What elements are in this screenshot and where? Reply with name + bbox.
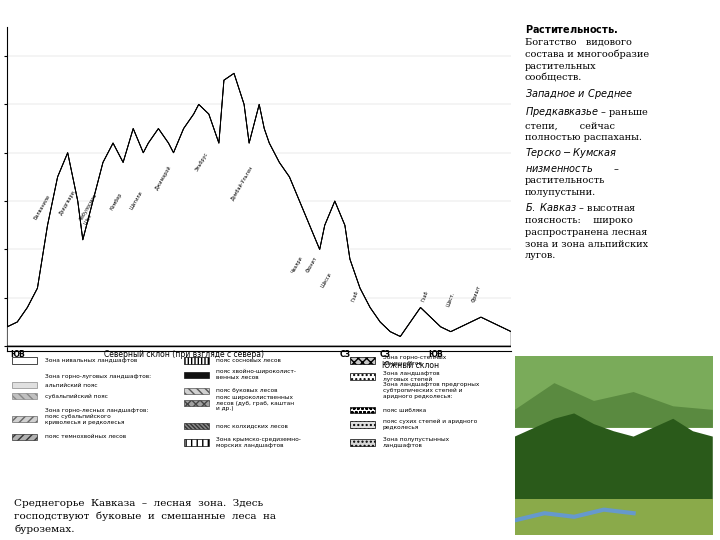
- Text: Зона нивальных ландшафтов: Зона нивальных ландшафтов: [45, 358, 138, 363]
- Text: Чвалри: Чвалри: [290, 255, 304, 274]
- Text: пояс сухих степей и аридного
редколесья: пояс сухих степей и аридного редколесья: [383, 419, 477, 430]
- Text: пояс буковых лесов: пояс буковых лесов: [216, 388, 278, 393]
- Text: альпийский пояс: альпийский пояс: [45, 383, 97, 388]
- Text: Зона полупустынных
ландшафтов: Зона полупустынных ландшафтов: [383, 437, 449, 448]
- Text: Дзидгвари: Дзидгвари: [58, 189, 76, 215]
- Text: Зона горно-луговых ландшафтов:: Зона горно-луговых ландшафтов:: [45, 374, 151, 379]
- Bar: [350, 357, 375, 363]
- Text: пояс широколиственных
лесов (дуб, граб, каштан
и др.): пояс широколиственных лесов (дуб, граб, …: [216, 395, 294, 411]
- Bar: [350, 421, 375, 428]
- Text: Зона ландшафтов
луговых степей: Зона ландшафтов луговых степей: [383, 371, 439, 382]
- Text: пояс темнохвойных лесов: пояс темнохвойных лесов: [45, 435, 126, 440]
- Text: Шесси: Шесси: [320, 271, 333, 288]
- Bar: [12, 382, 37, 388]
- Text: Шест.: Шест.: [446, 292, 456, 307]
- Text: Эльбрус: Эльбрус: [194, 151, 210, 172]
- Text: пояс колхидских лесов: пояс колхидских лесов: [216, 424, 288, 429]
- Text: Фюнит: Фюнит: [305, 256, 318, 274]
- Text: Балваниле: Балваниле: [33, 194, 51, 220]
- Bar: [184, 372, 209, 378]
- Bar: [12, 393, 37, 399]
- Text: Зона горно-степных
ландшафтов: Зона горно-степных ландшафтов: [383, 355, 446, 366]
- Text: Зона ландшафтов предгорных
субтропических степей и
аридного редколесья:: Зона ландшафтов предгорных субтропически…: [383, 382, 479, 399]
- Text: пояс хвойно-широколист-
венных лесов: пояс хвойно-широколист- венных лесов: [216, 369, 297, 380]
- Bar: [350, 407, 375, 414]
- Text: Гзаб: Гзаб: [420, 290, 430, 302]
- Text: $\bf{Растительность.}$
Богатство   видового
состава и многообразие
растительных
: $\bf{Растительность.}$ Богатство видовог…: [525, 23, 649, 260]
- Bar: [184, 388, 209, 394]
- Text: СЗ: СЗ: [339, 350, 351, 359]
- Text: Зона горно-лесных ландшафтов:: Зона горно-лесных ландшафтов:: [45, 408, 148, 413]
- Bar: [184, 423, 209, 429]
- Text: пояс субальпийского
криволесья и редколесья: пояс субальпийского криволесья и редколе…: [45, 414, 125, 424]
- Text: Джимарой: Джимарой: [154, 165, 172, 191]
- Text: Зона крымско-средиземно-
морских ландшафтов: Зона крымско-средиземно- морских ландшаф…: [216, 437, 301, 448]
- Bar: [12, 434, 37, 440]
- Text: пояс сосновых лесов: пояс сосновых лесов: [216, 358, 282, 363]
- Text: Фришт: Фришт: [471, 284, 482, 302]
- Text: Комбер: Комбер: [109, 192, 122, 211]
- Bar: [184, 357, 209, 363]
- Bar: [12, 357, 37, 363]
- Text: ЮВ: ЮВ: [428, 350, 443, 359]
- Text: Среднегорье  Кавказа  –  лесная  зона.  Здесь
господствуют  буковые  и  смешанны: Среднегорье Кавказа – лесная зона. Здесь…: [14, 499, 276, 534]
- Text: Домбай-Ульген: Домбай-Ульген: [230, 165, 253, 201]
- Bar: [350, 373, 375, 380]
- Text: Тебулосмта
Шан: Тебулосмта Шан: [78, 194, 103, 225]
- Text: Южный склон: Южный склон: [382, 361, 439, 370]
- Bar: [350, 439, 375, 446]
- Text: СЗ: СЗ: [379, 350, 391, 359]
- Text: Гзаб: Гзаб: [350, 290, 359, 302]
- Bar: [184, 400, 209, 406]
- Text: Северный склон (при взгляде с севера): Северный склон (при взгляде с севера): [104, 350, 264, 359]
- Text: Шатили: Шатили: [129, 190, 143, 211]
- Bar: [12, 416, 37, 422]
- Text: пояс шибляка: пояс шибляка: [383, 408, 426, 413]
- Text: ЮВ: ЮВ: [10, 350, 24, 359]
- Text: субальпийский пояс: субальпийский пояс: [45, 394, 108, 399]
- Bar: [184, 439, 209, 446]
